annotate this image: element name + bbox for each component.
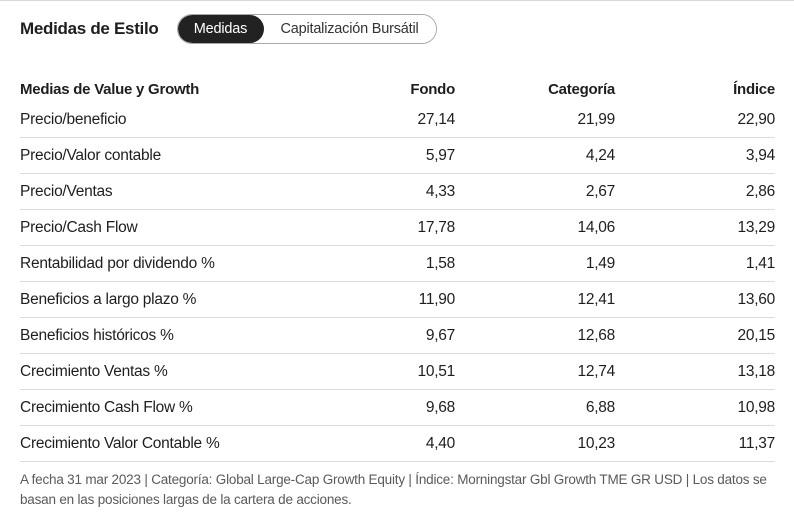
fondo-value: 4,40 (300, 425, 455, 462)
indice-value: 2,86 (615, 173, 775, 210)
row-label: Precio/Valor contable (20, 137, 300, 174)
style-measures-header: Medidas de Estilo Medidas Capitalización… (20, 14, 437, 44)
tab-medidas[interactable]: Medidas (177, 15, 264, 43)
row-label: Precio/beneficio (20, 102, 300, 138)
categoria-value: 12,74 (455, 353, 615, 390)
table-row: Beneficios a largo plazo % 11,90 12,41 1… (20, 281, 775, 318)
footnote: A fecha 31 mar 2023 | Categoría: Global … (20, 472, 767, 507)
row-label: Rentabilidad por dividendo % (20, 245, 300, 282)
fondo-value: 4,33 (300, 173, 455, 210)
categoria-value: 6,88 (455, 389, 615, 426)
table-row: Rentabilidad por dividendo % 1,58 1,49 1… (20, 245, 775, 282)
categoria-value: 21,99 (455, 102, 615, 138)
table-row: Precio/beneficio 27,14 21,99 22,90 (20, 102, 775, 138)
fondo-value: 9,67 (300, 317, 455, 354)
table-row: Precio/Cash Flow 17,78 14,06 13,29 (20, 209, 775, 246)
row-label: Crecimiento Ventas % (20, 353, 300, 390)
row-label: Crecimiento Cash Flow % (20, 389, 300, 426)
row-label: Precio/Cash Flow (20, 209, 300, 246)
table-header-row: Medias de Value y Growth Fondo Categoría… (20, 76, 775, 102)
categoria-value: 12,41 (455, 281, 615, 318)
section-title: Medidas de Estilo (20, 19, 159, 38)
indice-value: 10,98 (615, 389, 775, 426)
column-header-metric: Medias de Value y Growth (20, 80, 200, 98)
fondo-value: 11,90 (300, 281, 455, 318)
tab-capitalizacion-bursatil[interactable]: Capitalización Bursátil (263, 15, 436, 43)
row-label: Beneficios históricos % (20, 317, 300, 354)
fondo-value: 17,78 (300, 209, 455, 246)
categoria-value: 12,68 (455, 317, 615, 354)
indice-value: 20,15 (615, 317, 775, 354)
indice-value: 13,60 (615, 281, 775, 318)
indice-value: 1,41 (615, 245, 775, 282)
row-label: Beneficios a largo plazo % (20, 281, 300, 318)
indice-value: 22,90 (615, 102, 775, 138)
row-label: Precio/Ventas (20, 173, 300, 210)
top-divider (0, 0, 794, 1)
fondo-value: 10,51 (300, 353, 455, 390)
table-row: Beneficios históricos % 9,67 12,68 20,15 (20, 317, 775, 354)
column-header-indice: Índice (733, 80, 775, 98)
indice-value: 13,18 (615, 353, 775, 390)
table-row: Crecimiento Valor Contable % 4,40 10,23 … (20, 425, 775, 462)
view-toggle: Medidas Capitalización Bursátil (176, 14, 437, 44)
categoria-value: 2,67 (455, 173, 615, 210)
fondo-value: 27,14 (300, 102, 455, 138)
column-header-fondo: Fondo (410, 80, 455, 98)
column-header-categoria: Categoría (548, 80, 615, 98)
categoria-value: 14,06 (455, 209, 615, 246)
categoria-value: 4,24 (455, 137, 615, 174)
table-row: Crecimiento Cash Flow % 9,68 6,88 10,98 (20, 389, 775, 426)
table-row: Precio/Ventas 4,33 2,67 2,86 (20, 173, 775, 210)
indice-value: 3,94 (615, 137, 775, 174)
indice-value: 13,29 (615, 209, 775, 246)
table-row: Crecimiento Ventas % 10,51 12,74 13,18 (20, 353, 775, 390)
fondo-value: 9,68 (300, 389, 455, 426)
categoria-value: 1,49 (455, 245, 615, 282)
table-row: Precio/Valor contable 5,97 4,24 3,94 (20, 137, 775, 174)
fondo-value: 1,58 (300, 245, 455, 282)
value-growth-table: Medias de Value y Growth Fondo Categoría… (20, 76, 775, 462)
row-label: Crecimiento Valor Contable % (20, 425, 300, 462)
fondo-value: 5,97 (300, 137, 455, 174)
indice-value: 11,37 (615, 425, 775, 462)
categoria-value: 10,23 (455, 425, 615, 462)
